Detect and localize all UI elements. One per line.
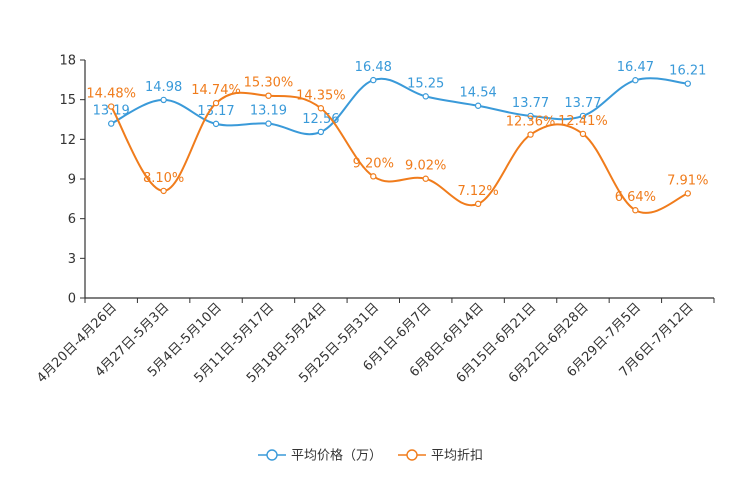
data-point	[160, 187, 167, 195]
data-label: 13.77	[512, 96, 549, 111]
legend-marker-2	[406, 449, 418, 461]
data-label: 6.64%	[615, 190, 656, 205]
data-point	[370, 173, 377, 180]
data-point	[317, 105, 325, 112]
data-point	[684, 80, 691, 87]
data-point	[474, 200, 482, 208]
data-label: 14.98	[145, 80, 182, 95]
legend-label-1: 平均价格（万）	[291, 448, 382, 464]
data-point	[108, 103, 115, 110]
data-point	[474, 102, 482, 109]
data-label: 14.35%	[296, 88, 346, 103]
data-label: 13.77	[564, 96, 601, 111]
data-label: 14.54	[460, 86, 497, 101]
data-point	[265, 92, 272, 99]
data-label: 14.74%	[191, 83, 241, 98]
data-point	[527, 112, 534, 120]
data-label: 12.41%	[558, 114, 608, 129]
y-tick-label: 0	[68, 292, 76, 307]
y-tick-label: 3	[68, 252, 76, 267]
data-label: 16.47	[617, 60, 654, 75]
y-tick-label: 15	[59, 93, 76, 108]
data-point	[265, 120, 272, 127]
data-point	[422, 175, 429, 182]
data-label: 13.19	[93, 104, 130, 119]
data-point	[212, 99, 220, 107]
data-point	[527, 131, 534, 138]
data-label: 15.30%	[244, 76, 294, 91]
data-point	[108, 120, 115, 127]
series-line-2	[110, 91, 689, 214]
data-point	[422, 93, 429, 100]
legend-marker-1	[266, 449, 278, 461]
legend-label-2: 平均折扣	[431, 449, 483, 464]
data-label: 13.19	[250, 104, 287, 119]
data-point	[212, 120, 220, 128]
data-label: 16.21	[669, 64, 706, 79]
y-tick-label: 12	[59, 133, 76, 148]
data-label: 12.56	[302, 112, 339, 127]
data-label: 7.12%	[457, 184, 498, 199]
data-point	[370, 76, 377, 84]
data-label: 8.10%	[143, 171, 184, 186]
data-label: 14.48%	[86, 87, 136, 102]
data-point	[579, 112, 587, 120]
data-point	[632, 207, 639, 214]
data-point	[579, 130, 587, 138]
data-label: 7.91%	[667, 173, 708, 188]
data-label: 16.48	[355, 60, 392, 75]
data-point	[317, 128, 325, 136]
data-point	[160, 96, 167, 104]
data-point	[684, 190, 691, 197]
y-tick-label: 9	[68, 173, 76, 188]
data-label: 15.25	[407, 76, 444, 91]
data-label: 9.02%	[405, 159, 446, 174]
y-tick-label: 18	[59, 54, 76, 69]
data-label: 12.36%	[506, 115, 556, 130]
data-label: 9.20%	[353, 156, 394, 171]
y-tick-label: 6	[68, 212, 76, 227]
data-point	[632, 77, 639, 84]
